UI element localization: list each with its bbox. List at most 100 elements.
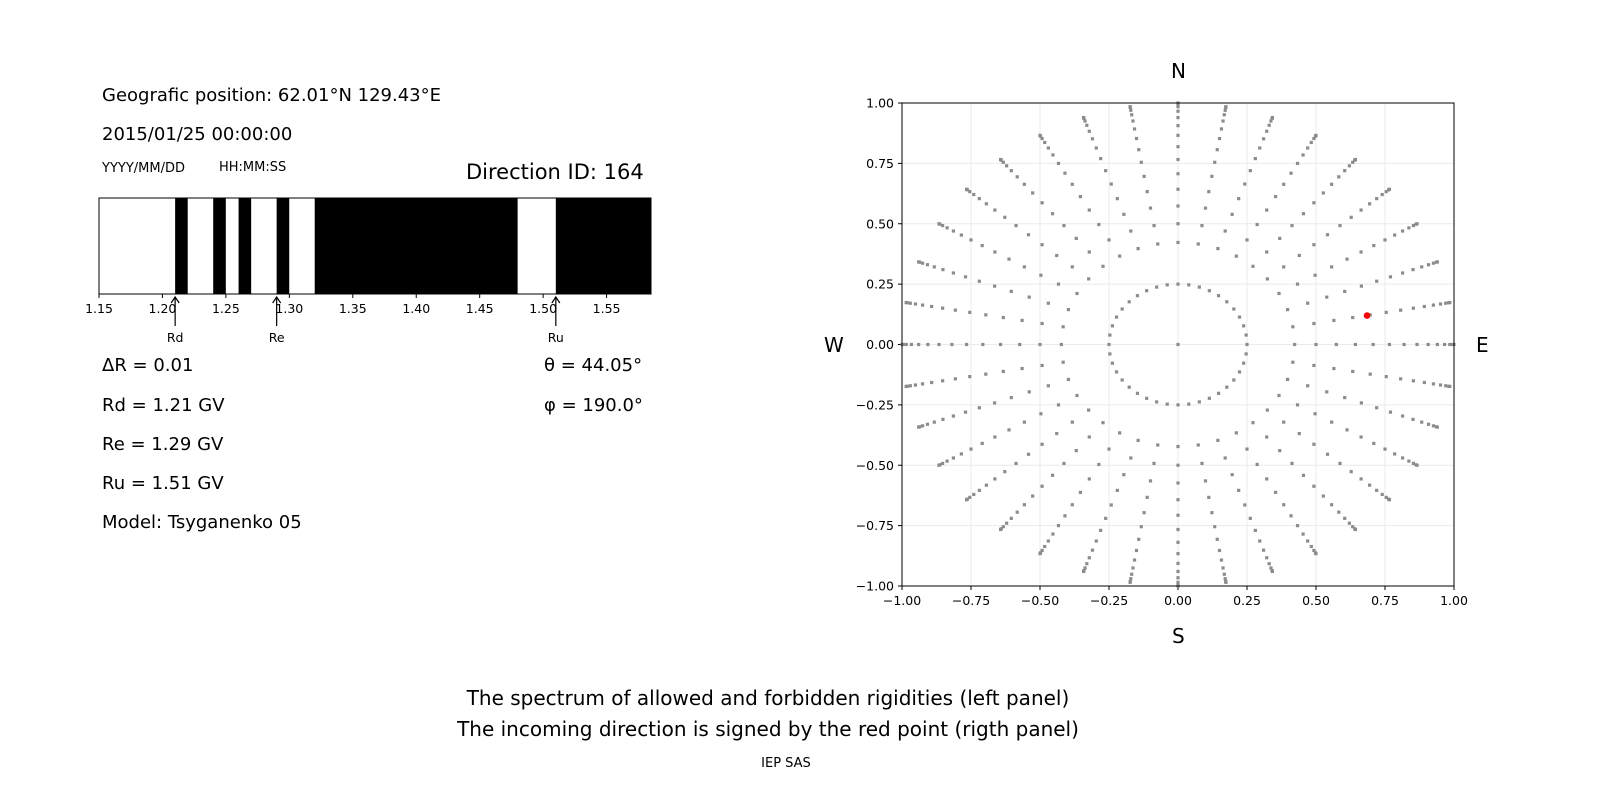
direction-point [1145,495,1149,499]
direction-point [1224,580,1228,584]
direction-point [1351,369,1355,374]
direction-point [1136,438,1140,443]
direction-point [1368,202,1372,206]
direction-point [1345,428,1349,432]
direction-point [972,192,976,197]
direction-point [937,222,941,226]
direction-point [1156,242,1160,246]
direction-point [1289,514,1293,518]
marker-label-Rd: Rd [167,330,184,345]
direction-point [1278,449,1282,453]
direction-point [1022,420,1026,424]
direction-point [1043,544,1047,549]
direction-point [1083,119,1087,123]
direction-point [1216,438,1220,443]
direction-point [1270,569,1274,574]
direction-point [1104,169,1108,173]
rigidity-segment-allowed [251,198,277,294]
direction-point [1176,145,1180,149]
direction-point [1203,479,1208,483]
direction-point [1237,315,1242,319]
direction-point [1107,238,1111,242]
direction-point [1225,300,1229,304]
direction-point [1237,488,1241,492]
direction-point [1022,503,1026,507]
direction-point [1134,136,1139,141]
direction-point [1306,146,1310,150]
direction-point [1265,250,1269,254]
direction-point [1312,243,1316,247]
direction-point [941,417,945,421]
marker-label-Re: Re [269,330,285,345]
direction-point [1129,456,1133,460]
x-tick-label: 1.40 [402,301,430,316]
direction-point [1176,498,1180,502]
direction-point [1407,459,1411,463]
direction-point [1082,115,1086,120]
direction-point [1258,539,1262,543]
direction-point [1128,105,1132,109]
direction-point [1222,572,1226,576]
rigidity-segment-allowed [99,198,176,294]
direction-point [1139,160,1143,164]
direction-point [1223,577,1227,581]
direction-point [1338,461,1342,466]
direction-point [1001,369,1005,374]
direction-point [964,342,969,347]
direction-point [1090,548,1095,552]
arrow-head-icon [272,295,282,304]
direction-point [1176,444,1180,449]
direction-point [981,342,985,347]
direction-point [1411,461,1415,466]
direction-point [937,342,941,347]
direction-point [1411,223,1415,228]
direction-point [1099,528,1103,532]
direction-point [1207,289,1211,293]
direction-point [1040,136,1044,141]
direction-point [1040,321,1044,326]
direction-point [1387,342,1392,347]
direction-point [913,302,918,306]
direction-point [1114,370,1119,374]
direction-point [1349,470,1353,474]
direction-point [1176,172,1180,176]
y-tick-label: 0.00 [866,337,894,352]
direction-point [945,459,949,463]
direction-point [1040,484,1044,488]
direction-point [1232,378,1236,382]
direction-point [1104,516,1108,520]
direction-point [953,308,957,312]
x-tick-label: 0.50 [1302,593,1330,608]
direction-point [1301,212,1306,216]
direction-point [1282,503,1286,507]
direction-point [1388,410,1393,414]
direction-point [977,406,981,410]
direction-point [1265,129,1269,133]
direction-point [1187,283,1191,287]
direction-point [968,310,972,314]
direction-point [941,268,945,272]
direction-point [1401,229,1405,233]
direction-point [1224,105,1228,109]
rigidity-segment-forbidden [555,198,651,294]
direction-point [1040,363,1044,368]
y-tick-label: −0.75 [856,518,894,533]
direction-point [1145,190,1149,194]
direction-point [1442,342,1447,347]
direction-point [1056,161,1061,165]
direction-point [930,304,934,309]
direction-point [969,238,973,242]
direction-point [1087,556,1091,560]
direction-point [1148,206,1153,210]
direction-point [1384,190,1388,194]
direction-point [941,223,945,228]
direction-point [1145,289,1149,293]
direction-point [1278,236,1282,240]
direction-point [1027,295,1031,299]
direction-point [904,384,908,389]
direction-point [1051,532,1055,536]
direction-point [1137,537,1141,541]
direction-point [1368,372,1372,376]
direction-point [1265,408,1269,412]
direction-point [1040,442,1044,446]
